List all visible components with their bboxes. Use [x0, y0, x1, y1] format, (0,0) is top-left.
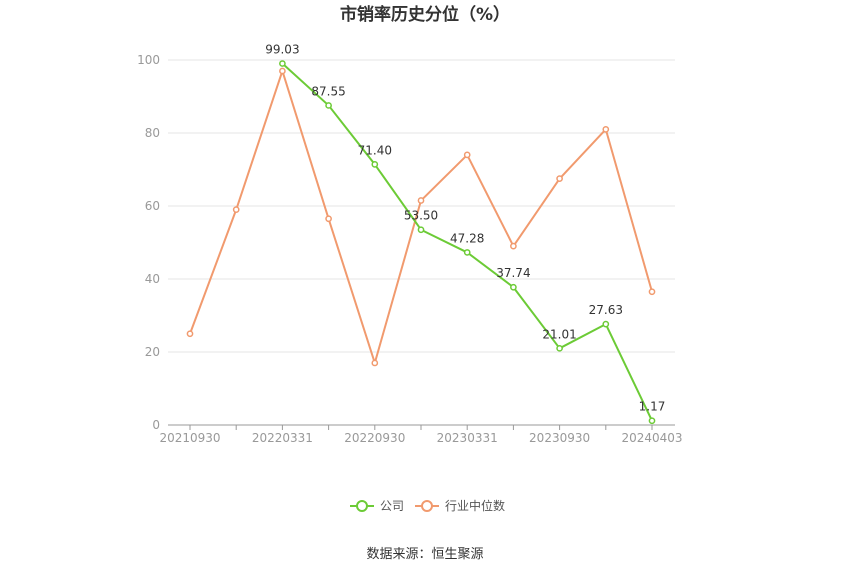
data-point[interactable] [325, 215, 332, 223]
data-label: 37.74 [496, 266, 530, 280]
data-point[interactable] [602, 126, 610, 133]
legend-swatch-marker [421, 500, 433, 512]
data-label: 27.63 [589, 303, 623, 317]
y-tick-label: 100 [137, 53, 160, 67]
data-point[interactable] [371, 359, 379, 367]
data-point[interactable] [602, 320, 610, 328]
data-point[interactable] [371, 161, 379, 168]
data-point[interactable] [648, 288, 656, 296]
data-point[interactable] [510, 283, 517, 291]
data-point[interactable] [325, 102, 332, 109]
grid [168, 59, 675, 353]
data-point[interactable] [279, 60, 286, 67]
data-point[interactable] [556, 344, 563, 352]
data-label: 87.55 [311, 84, 345, 98]
legend[interactable]: 公司 行业中位数 [350, 498, 505, 513]
series-layer [186, 60, 656, 425]
legend-swatch-marker [356, 500, 368, 512]
data-labels: 99.03 87.55 71.40 53.50 47.28 37.74 21.01 27.63… [265, 43, 665, 414]
data-point[interactable] [648, 417, 656, 425]
data-point[interactable] [186, 330, 194, 338]
x-tick-label: 20230930 [529, 431, 590, 445]
source-note: 数据来源：恒生聚源 [366, 547, 483, 562]
y-tick-label: 0 [152, 418, 160, 432]
x-axis: 20210930 20220331 20220930 20230331 20230930… [159, 424, 683, 445]
data-point[interactable] [232, 206, 240, 213]
data-point[interactable] [417, 197, 425, 204]
x-tick-label: 20220930 [344, 431, 405, 445]
data-label: 53.50 [404, 209, 438, 223]
y-tick-label: 20 [145, 345, 160, 359]
data-point[interactable] [510, 242, 517, 250]
data-label: 71.40 [358, 143, 392, 157]
data-point[interactable] [279, 67, 286, 75]
y-tick-label: 80 [145, 126, 160, 140]
legend-item-industry-median[interactable]: 行业中位数 [415, 498, 505, 513]
x-tick-label: 20210930 [159, 431, 220, 445]
legend-label: 公司 [380, 499, 404, 513]
x-tick-label: 20230331 [437, 431, 498, 445]
data-point[interactable] [463, 249, 471, 256]
legend-label: 行业中位数 [445, 498, 505, 513]
data-point[interactable] [417, 226, 425, 234]
x-tick-label: 20220331 [252, 431, 313, 445]
data-point[interactable] [463, 151, 471, 159]
y-tick-label: 60 [145, 199, 160, 213]
x-tick-label: 20240403 [621, 431, 682, 445]
chart-title: 市销率历史分位（%） [340, 4, 510, 25]
y-axis: 0 20 40 60 80 100 [137, 53, 160, 432]
y-tick-label: 40 [145, 272, 160, 286]
data-label: 21.01 [542, 327, 576, 341]
data-label: 47.28 [450, 231, 484, 245]
data-label: 1.17 [639, 400, 666, 414]
data-label: 99.03 [265, 43, 299, 57]
data-point[interactable] [556, 175, 563, 182]
legend-item-company[interactable]: 公司 [350, 499, 404, 513]
